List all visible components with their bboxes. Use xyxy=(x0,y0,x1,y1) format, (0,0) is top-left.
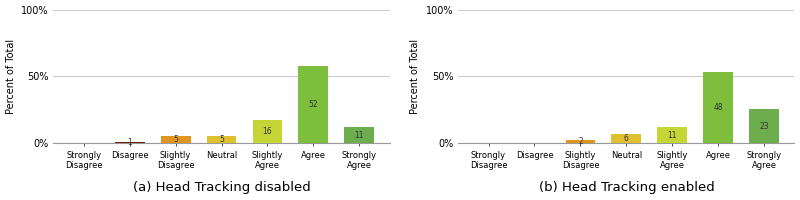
Bar xyxy=(114,142,145,143)
Bar xyxy=(658,127,687,143)
X-axis label: (b) Head Tracking enabled: (b) Head Tracking enabled xyxy=(538,181,714,194)
Text: 5: 5 xyxy=(173,135,178,144)
Bar xyxy=(611,134,642,143)
Bar xyxy=(703,72,734,143)
Text: 11: 11 xyxy=(354,131,364,140)
Bar xyxy=(206,136,237,143)
Bar xyxy=(750,109,779,143)
Text: 11: 11 xyxy=(667,131,677,140)
Bar xyxy=(298,66,328,143)
Text: 5: 5 xyxy=(219,135,224,144)
X-axis label: (a) Head Tracking disabled: (a) Head Tracking disabled xyxy=(133,181,310,194)
Text: 6: 6 xyxy=(624,134,629,143)
Bar xyxy=(345,127,374,143)
Text: 1: 1 xyxy=(127,138,132,147)
Bar xyxy=(566,140,595,143)
Text: 52: 52 xyxy=(309,100,318,109)
Bar xyxy=(253,120,282,143)
Y-axis label: Percent of Total: Percent of Total xyxy=(410,39,421,114)
Y-axis label: Percent of Total: Percent of Total xyxy=(6,39,15,114)
Text: 2: 2 xyxy=(578,137,583,146)
Text: 16: 16 xyxy=(262,127,272,136)
Text: 48: 48 xyxy=(714,103,723,112)
Bar xyxy=(161,136,190,143)
Text: 23: 23 xyxy=(759,122,769,131)
